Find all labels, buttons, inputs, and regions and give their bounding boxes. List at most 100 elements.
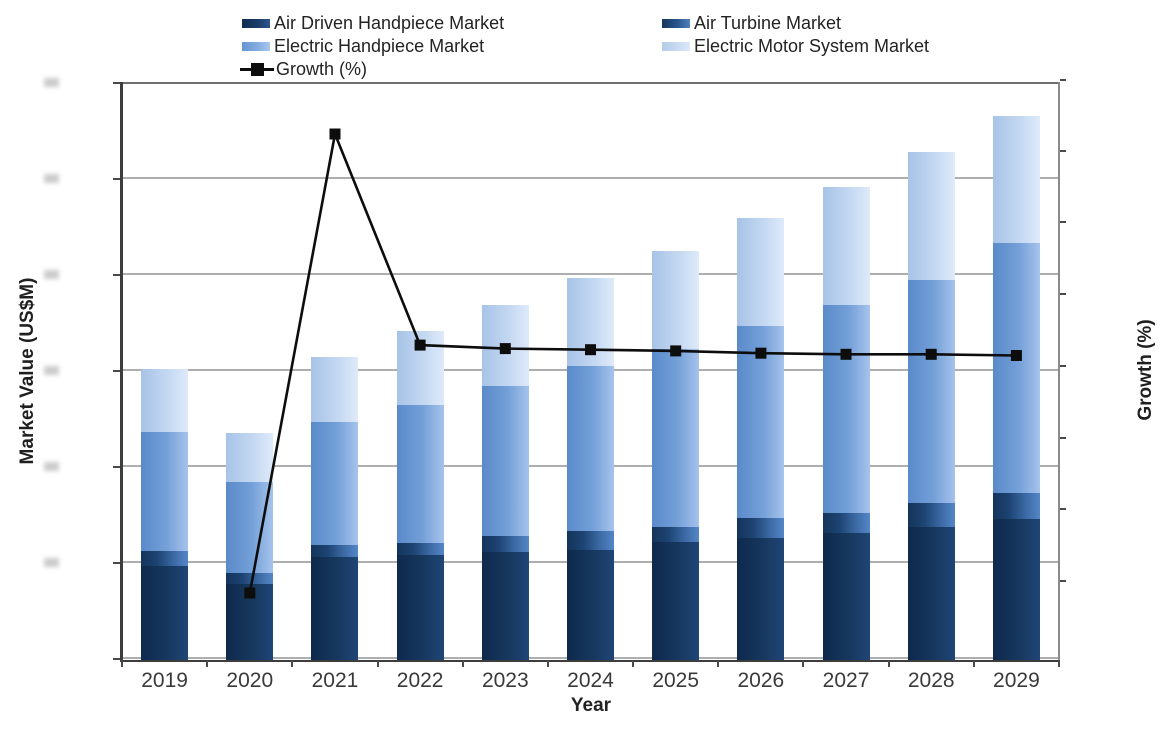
x-axis-tick bbox=[802, 660, 805, 667]
x-axis-tick bbox=[376, 660, 379, 667]
bar-segment-elecmotor-2023 bbox=[481, 304, 529, 387]
bar-segment-elecmotor-2024 bbox=[567, 277, 614, 367]
bar-segment-airturbine-2023 bbox=[481, 536, 529, 553]
x-axis-title: Year bbox=[570, 695, 612, 716]
y-axis-tick-right bbox=[1060, 437, 1066, 439]
x-axis-tick bbox=[121, 660, 123, 667]
growth-marker-2021 bbox=[329, 128, 341, 140]
x-tick-label-2021: 2021 bbox=[311, 669, 359, 692]
bar-segment-airdriven-2019 bbox=[141, 565, 189, 660]
legend-item-electric-handpiece: Electric Handpiece Market bbox=[242, 37, 484, 55]
bar-segment-airturbine-2029 bbox=[992, 492, 1040, 519]
y-axis-tick-label-blurred bbox=[44, 270, 59, 279]
bar-segment-elechand-2021 bbox=[311, 421, 359, 545]
y-axis-tick-right bbox=[1060, 79, 1066, 81]
y-axis-tick-left bbox=[113, 370, 120, 372]
y-axis-tick-label-blurred bbox=[44, 558, 59, 567]
y-axis-tick-left bbox=[113, 274, 120, 276]
bar-segment-airdriven-2024 bbox=[567, 549, 614, 660]
bar-segment-airdriven-2025 bbox=[652, 541, 700, 660]
plot-border-right bbox=[1058, 82, 1060, 661]
legend-label-air-driven: Air Driven Handpiece Market bbox=[274, 13, 505, 33]
bar-segment-elechand-2023 bbox=[481, 386, 529, 537]
bar-segment-elechand-2022 bbox=[396, 404, 444, 543]
legend-swatch-electric-handpiece-icon bbox=[242, 41, 270, 51]
bar-segment-airdriven-2028 bbox=[907, 526, 955, 660]
y-axis-tick-label-blurred bbox=[44, 366, 59, 375]
y-axis-tick-left bbox=[113, 466, 120, 468]
x-tick-label-2022: 2022 bbox=[396, 669, 444, 692]
y-axis-tick-right bbox=[1060, 508, 1066, 510]
legend-growth-line-marker-icon bbox=[240, 60, 274, 78]
bar-segment-elechand-2027 bbox=[822, 304, 870, 514]
bar-segment-airdriven-2020 bbox=[226, 584, 274, 660]
legend-label-electric-handpiece: Electric Handpiece Market bbox=[274, 36, 485, 56]
bar-segment-airturbine-2022 bbox=[396, 542, 444, 556]
legend-label-electric-motor: Electric Motor System Market bbox=[694, 36, 930, 56]
x-tick-label-2028: 2028 bbox=[907, 669, 955, 692]
y-axis-tick-left bbox=[113, 82, 120, 84]
bar-segment-airdriven-2021 bbox=[311, 557, 359, 660]
x-axis-tick bbox=[972, 660, 975, 667]
y-axis-tick-label-blurred bbox=[44, 174, 59, 183]
x-axis-line bbox=[120, 659, 1060, 662]
bar-segment-airturbine-2028 bbox=[907, 502, 955, 527]
y-axis-tick-label-blurred bbox=[44, 462, 59, 471]
bar-segment-elecmotor-2029 bbox=[992, 115, 1040, 244]
y-axis-tick-left bbox=[113, 562, 120, 564]
x-tick-label-2024: 2024 bbox=[567, 669, 614, 692]
bar-segment-airturbine-2020 bbox=[226, 572, 274, 585]
x-tick-label-2027: 2027 bbox=[822, 669, 870, 692]
y-axis-tick-right bbox=[1060, 365, 1066, 367]
y-axis-tick-left bbox=[113, 658, 120, 660]
y-axis-tick-right bbox=[1060, 150, 1066, 152]
bar-segment-elecmotor-2025 bbox=[652, 251, 700, 349]
bar-segment-elecmotor-2026 bbox=[737, 218, 785, 326]
plot-border-top bbox=[122, 82, 1059, 84]
x-axis-tick bbox=[291, 660, 294, 667]
bar-segment-elecmotor-2027 bbox=[822, 186, 870, 305]
bar-segment-elechand-2020 bbox=[226, 482, 274, 573]
bar-segment-elechand-2028 bbox=[907, 279, 955, 503]
x-axis-tick bbox=[887, 660, 890, 667]
y-axis-tick-left bbox=[113, 178, 120, 180]
x-axis-tick bbox=[461, 660, 464, 667]
bar-segment-elecmotor-2022 bbox=[396, 330, 444, 405]
x-axis-tick bbox=[1058, 660, 1060, 667]
bar-segment-elechand-2025 bbox=[652, 348, 700, 527]
bar-segment-elecmotor-2019 bbox=[141, 369, 189, 433]
bar-segment-elechand-2019 bbox=[141, 432, 189, 551]
legend-item-air-driven: Air Driven Handpiece Market bbox=[242, 14, 504, 32]
bar-segment-airdriven-2023 bbox=[481, 552, 529, 660]
bar-segment-elechand-2024 bbox=[567, 366, 614, 532]
x-axis-tick bbox=[717, 660, 720, 667]
bar-segment-airturbine-2024 bbox=[567, 531, 614, 550]
x-tick-label-2025: 2025 bbox=[652, 669, 700, 692]
bar-segment-airdriven-2026 bbox=[737, 538, 785, 660]
bar-segment-airturbine-2025 bbox=[652, 526, 700, 542]
bar-segment-elecmotor-2028 bbox=[907, 152, 955, 280]
plot-area: 2019 2020 2021 2022 2023 2024 2025 2026 2027 2028… bbox=[113, 79, 1066, 692]
growth-line bbox=[248, 129, 1017, 594]
bar-segment-elechand-2029 bbox=[992, 243, 1040, 493]
bar-segment-airdriven-2027 bbox=[822, 533, 870, 660]
bar-segment-airdriven-2022 bbox=[396, 555, 444, 660]
legend-label-air-turbine: Air Turbine Market bbox=[694, 13, 842, 33]
x-tick-label-2029: 2029 bbox=[993, 669, 1040, 692]
legend-swatch-air-turbine-icon bbox=[662, 18, 690, 28]
bar-segment-airturbine-2019 bbox=[141, 550, 189, 566]
y-axis-tick-right bbox=[1060, 293, 1066, 295]
bar-segment-elecmotor-2021 bbox=[311, 356, 359, 422]
bar-segment-airturbine-2026 bbox=[737, 517, 785, 539]
x-axis-tick bbox=[632, 660, 635, 667]
legend-swatch-air-driven-icon bbox=[242, 18, 270, 28]
legend-item-air-turbine: Air Turbine Market bbox=[662, 14, 841, 32]
bar-segment-airturbine-2027 bbox=[822, 513, 870, 534]
bar-segment-airdriven-2029 bbox=[992, 518, 1040, 660]
x-axis-tick bbox=[546, 660, 549, 667]
x-tick-label-2019: 2019 bbox=[141, 669, 188, 692]
bar-segment-elecmotor-2020 bbox=[226, 433, 274, 483]
y-axis-tick-right bbox=[1060, 580, 1066, 582]
bar-segment-airturbine-2021 bbox=[311, 544, 359, 558]
